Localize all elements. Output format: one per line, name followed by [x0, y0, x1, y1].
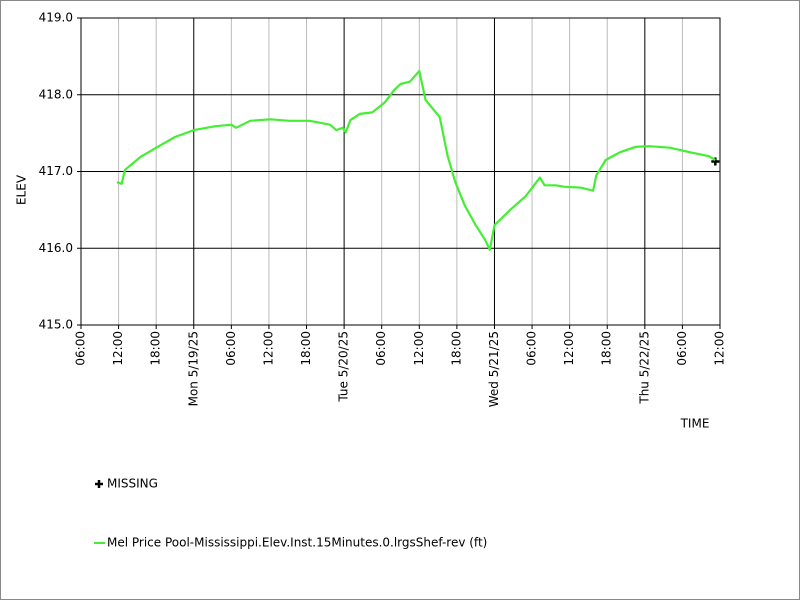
x-tick-label: 12:00	[412, 331, 426, 366]
y-tick-label: 417.0	[39, 164, 73, 178]
y-axis-label: ELEV	[15, 174, 29, 205]
legend-label: MISSING	[107, 477, 158, 491]
x-tick-label: 06:00	[224, 331, 238, 366]
x-tick-label: Wed 5/21/25	[487, 331, 501, 407]
data-line	[116, 69, 716, 251]
x-tick-label: Mon 5/19/25	[186, 331, 200, 406]
x-tick-label: 18:00	[299, 331, 313, 366]
y-tick-label: 418.0	[39, 87, 73, 101]
x-tick-label: 12:00	[261, 331, 275, 366]
y-tick-label: 416.0	[39, 241, 73, 255]
plot-border	[80, 17, 721, 326]
legend-marker	[95, 480, 103, 488]
x-tick-label: 18:00	[600, 331, 614, 366]
x-tick-label: 06:00	[525, 331, 539, 366]
x-tick-label: 06:00	[74, 331, 88, 366]
x-tick-label: 18:00	[449, 331, 463, 366]
x-tick-label: 12:00	[111, 331, 125, 366]
x-tick-label: 12:00	[713, 331, 727, 366]
x-tick-label: Thu 5/22/25	[637, 331, 651, 405]
x-tick-label: 06:00	[374, 331, 388, 366]
x-tick-label: Tue 5/20/25	[337, 331, 351, 403]
x-tick-label: 18:00	[149, 331, 163, 366]
x-axis-label: TIME	[680, 417, 710, 431]
y-tick-label: 419.0	[39, 11, 73, 25]
x-tick-label: 12:00	[562, 331, 576, 366]
legend-label: Mel Price Pool-Mississippi.Elev.Inst.15M…	[107, 536, 487, 550]
y-tick-label: 415.0	[39, 318, 73, 332]
x-tick-label: 06:00	[675, 331, 689, 366]
